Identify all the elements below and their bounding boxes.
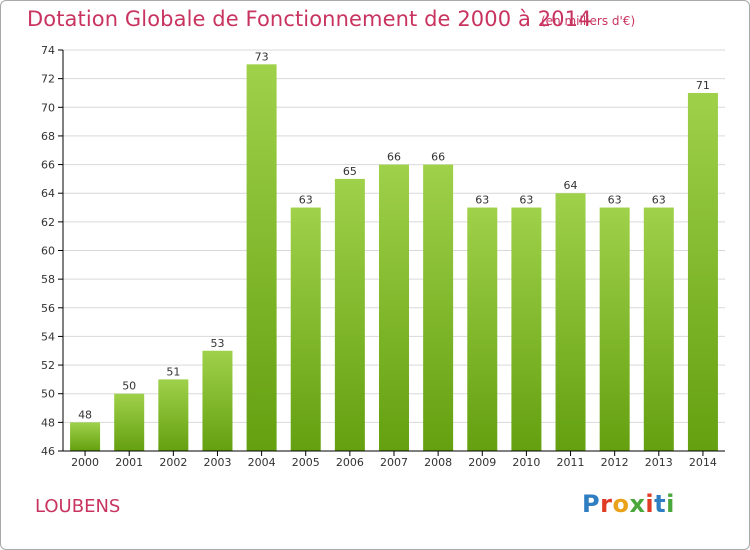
x-tick-label: 2014 <box>689 456 717 469</box>
bar <box>687 92 718 451</box>
x-tick-label: 2005 <box>292 456 320 469</box>
x-tick-label: 2013 <box>645 456 673 469</box>
axes <box>58 49 725 456</box>
chart-title: Dotation Globale de Fonctionnement de 20… <box>27 7 592 31</box>
x-tick-label: 2000 <box>71 456 99 469</box>
y-tick-label: 64 <box>41 187 55 200</box>
y-tick-label: 58 <box>41 273 55 286</box>
y-tick-label: 66 <box>41 159 55 172</box>
y-tick-label: 46 <box>41 445 55 458</box>
bar <box>158 379 189 451</box>
proxiti-logo[interactable]: Proxiti <box>582 490 675 518</box>
y-tick-label: 62 <box>41 216 55 229</box>
data-label: 51 <box>166 365 180 378</box>
y-tick-label: 56 <box>41 302 55 315</box>
data-label: 71 <box>696 79 710 92</box>
logo-letter: i <box>645 490 655 518</box>
x-tick-label: 2012 <box>601 456 629 469</box>
logo-letter: t <box>654 490 667 518</box>
labels: 46 48 50 52 54 56 58 60 62 64 66 68 70 72 74 48 2000 50 20… <box>41 44 717 469</box>
logo-letter: x <box>629 490 646 518</box>
y-tick-label: 70 <box>41 101 55 114</box>
unit-note: (en milliers d'€) <box>541 14 636 28</box>
logo-letter: o <box>612 490 630 518</box>
x-tick-label: 2006 <box>336 456 364 469</box>
y-tick-label: 50 <box>41 388 55 401</box>
data-label: 66 <box>431 151 445 164</box>
data-label: 73 <box>255 50 269 63</box>
y-tick-label: 54 <box>41 330 55 343</box>
bar <box>423 164 454 452</box>
logo-letter: P <box>582 490 601 518</box>
bar <box>555 193 586 451</box>
bar <box>643 207 674 451</box>
x-tick-label: 2011 <box>557 456 585 469</box>
data-label: 63 <box>475 194 489 207</box>
y-tick-label: 60 <box>41 245 55 258</box>
data-label: 63 <box>652 194 666 207</box>
data-label: 66 <box>387 151 401 164</box>
bar <box>467 207 498 451</box>
data-label: 48 <box>78 408 92 421</box>
x-tick-label: 2002 <box>159 456 187 469</box>
data-label: 63 <box>608 194 622 207</box>
bar <box>599 207 630 451</box>
x-tick-label: 2004 <box>248 456 276 469</box>
y-tick-label: 72 <box>41 73 55 86</box>
bar <box>202 350 233 451</box>
logo-letter: i <box>666 490 675 518</box>
x-tick-label: 2009 <box>468 456 496 469</box>
y-tick-label: 48 <box>41 416 55 429</box>
logo-letter: r <box>600 490 613 518</box>
data-label: 65 <box>343 165 357 178</box>
bar <box>114 393 145 451</box>
y-tick-label: 74 <box>41 44 55 57</box>
x-tick-label: 2001 <box>115 456 143 469</box>
x-tick-label: 2010 <box>512 456 540 469</box>
bar <box>70 422 101 451</box>
data-label: 63 <box>299 194 313 207</box>
bars <box>70 64 718 452</box>
x-tick-label: 2008 <box>424 456 452 469</box>
x-tick-label: 2003 <box>203 456 231 469</box>
data-label: 53 <box>210 337 224 350</box>
y-tick-label: 68 <box>41 130 55 143</box>
bar <box>379 164 409 452</box>
bar <box>290 207 321 451</box>
bar <box>334 178 365 451</box>
x-tick-label: 2007 <box>380 456 408 469</box>
y-tick-label: 52 <box>41 359 55 372</box>
data-label: 63 <box>519 194 533 207</box>
data-label: 50 <box>122 380 136 393</box>
bar <box>246 64 277 452</box>
bar <box>511 207 542 451</box>
data-label: 64 <box>564 179 578 192</box>
commune-name: LOUBENS <box>35 496 121 517</box>
